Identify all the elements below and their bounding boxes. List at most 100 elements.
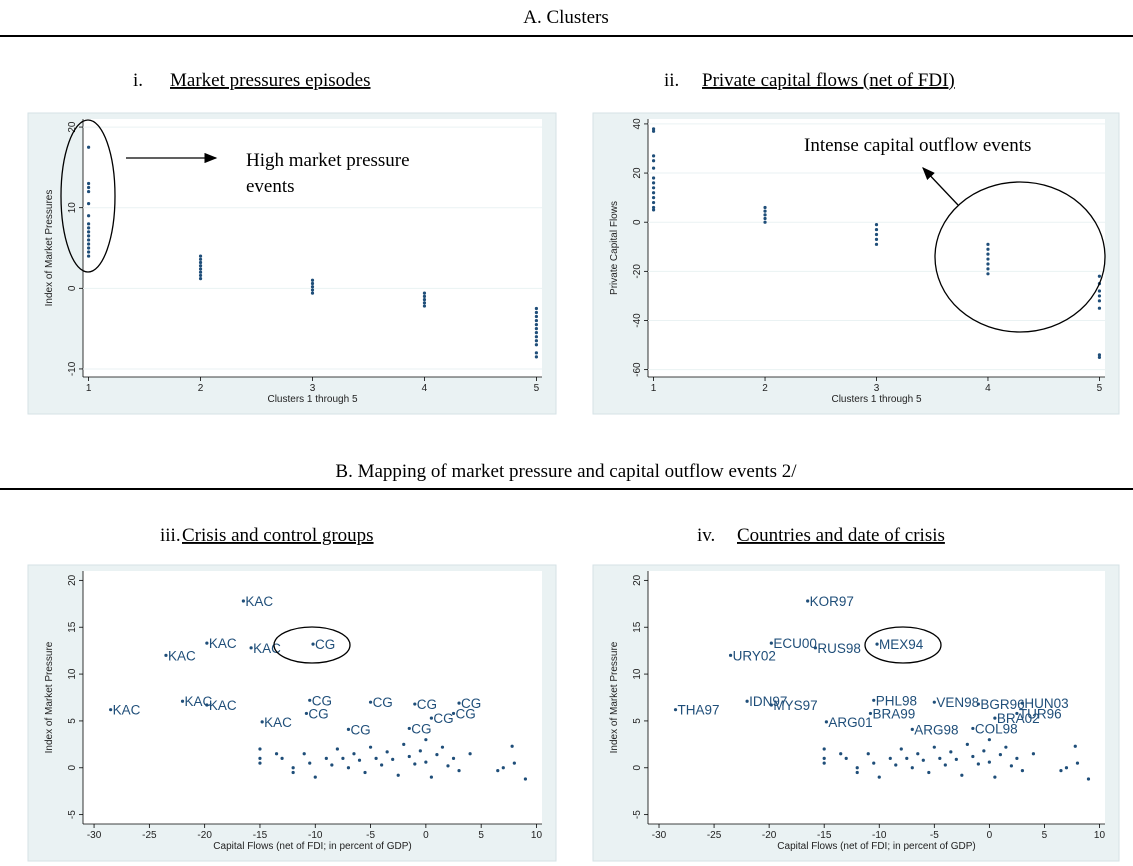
annotation: events [246,176,295,197]
point [874,232,879,237]
plot-area [648,571,1105,824]
point [341,756,345,761]
point [986,242,990,246]
point [534,335,539,339]
x-tick-label: -25 [707,830,722,841]
point-label: PHL98 [876,693,917,708]
point [534,318,539,323]
point [335,747,339,751]
point [745,699,749,703]
point [418,749,422,753]
point-label: TUR96 [1019,706,1062,721]
point [86,226,91,230]
x-tick-label: 10 [1094,830,1106,841]
point [534,331,539,335]
plot-area [83,571,542,824]
point [971,726,975,731]
point [308,761,312,765]
point [440,745,445,749]
point [512,761,516,765]
point [86,214,91,218]
point [86,181,91,186]
point [982,749,986,753]
point [198,273,203,278]
point [198,264,203,268]
point [651,186,656,190]
y-tick-label: 20 [632,574,643,586]
point [368,700,373,704]
point [910,727,914,731]
point [86,189,91,194]
point [1015,756,1019,761]
point [534,339,539,343]
panel-number: i. [133,70,143,91]
point [986,257,990,261]
point [894,763,898,767]
point [899,747,903,751]
point [451,711,456,716]
point [86,230,91,234]
point [1015,711,1019,716]
point [534,322,539,327]
point [324,756,328,761]
point-label: ECU00 [773,636,817,651]
point [651,200,656,205]
point [1097,294,1102,298]
point-label: BRA99 [872,706,915,721]
point [993,775,997,779]
y-tick-label: 0 [67,285,78,291]
x-tick-label: 1 [651,383,657,394]
x-tick-label: 3 [310,383,316,394]
point [868,711,873,716]
point [435,753,439,757]
point-label: CG [417,697,437,712]
point-label: KAC [245,594,273,609]
point [86,254,91,258]
point [330,763,334,767]
point [501,766,505,770]
point [965,742,969,746]
y-tick-label: 0 [67,765,78,771]
point [86,250,91,254]
point [205,703,209,707]
point [728,653,733,657]
point-label: KOR97 [810,594,854,609]
point [180,699,185,703]
point [258,747,262,751]
point [651,205,656,210]
point [763,213,767,217]
y-axis-label: Index of Market Pressure [44,641,55,753]
point [839,752,843,756]
point [258,756,262,761]
x-tick-label: -5 [930,830,939,841]
point [866,752,870,756]
panel-number: iv. [697,525,715,546]
point [971,754,975,759]
point-label: CG [461,696,481,711]
panel-number: ii. [664,70,679,91]
point [998,753,1002,757]
point [1009,764,1013,768]
point [457,701,461,705]
x-tick-label: 4 [422,383,428,394]
point-label: RUS98 [817,641,861,656]
point [429,716,433,720]
y-axis-label: Index of Market Pressure [609,641,620,753]
point-label: CG [456,706,476,721]
section-title: B. Mapping of market pressure and capita… [335,461,797,482]
panel-title: Market pressures episodes [170,70,371,91]
point [763,205,767,210]
point-label: CG [308,706,328,721]
point [402,742,406,746]
point [855,766,859,770]
x-tick-label: 0 [423,830,429,841]
point [943,763,947,767]
point [987,760,991,764]
point [960,773,964,777]
point [198,267,203,271]
point [380,763,384,767]
point [976,762,980,766]
point [198,254,203,258]
point [1020,701,1025,705]
